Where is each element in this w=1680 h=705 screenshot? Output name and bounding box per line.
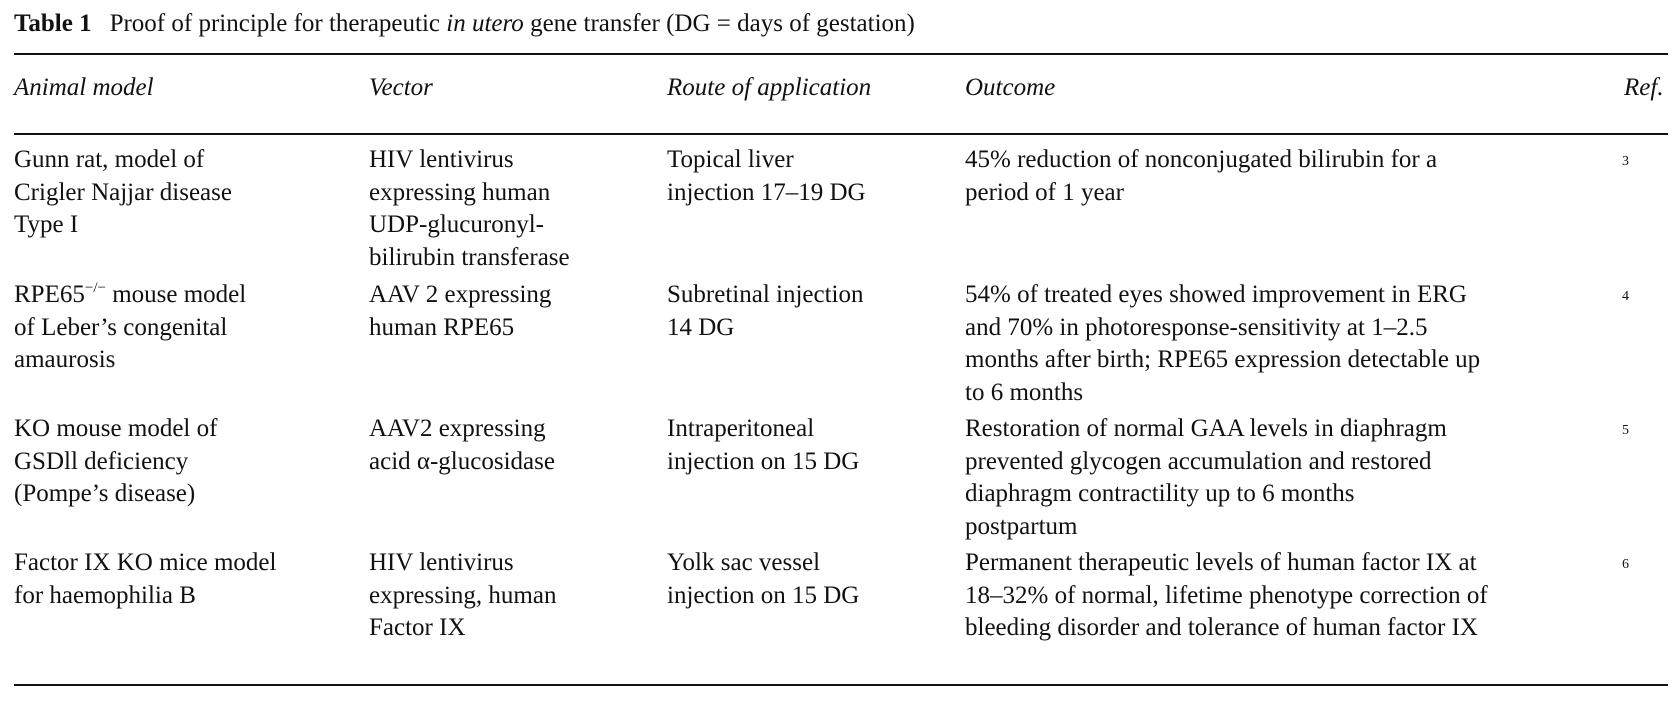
table-bottom-rule [14,684,1668,686]
column-header-route: Route of application [667,74,872,101]
cell-vector: HIV lentivirus expressing human UDP-gluc… [369,146,570,271]
column-header-vector: Vector [369,74,433,101]
cell-vector: AAV2 expressing acid α-glucosidase [369,415,555,475]
cell-animal-model: KO mouse model of GSDll deficiency (Pomp… [14,415,218,507]
table-label: Table 1 [14,10,92,37]
cell-outcome: Permanent therapeutic levels of human fa… [965,549,1488,641]
cell-route: Subretinal injection 14 DG [667,281,864,341]
cell-animal-model-suffix: mouse model of Leber’s congenital amauro… [14,281,247,373]
cell-route: Intraperitoneal injection on 15 DG [667,415,860,475]
cell-outcome: 54% of treated eyes showed improvement i… [965,281,1481,406]
cell-animal-model-superscript: −/− [84,280,106,296]
cell-vector: AAV 2 expressing human RPE65 [369,281,552,341]
cell-route: Yolk sac vessel injection on 15 DG [667,549,860,609]
cell-vector: HIV lentivirus expressing, human Factor … [369,549,557,641]
cell-outcome: Restoration of normal GAA levels in diap… [965,415,1447,540]
table-caption: Table 1 Proof of principle for therapeuti… [14,10,915,38]
cell-route: Topical liver injection 17–19 DG [667,146,866,206]
cell-animal-model: Factor IX KO mice model for haemophilia … [14,549,277,609]
cell-animal-model: RPE65−/− mouse model of Leber’s congenit… [14,279,359,377]
cell-animal-model-prefix: RPE65 [14,281,85,308]
cell-ref: 6 [1622,557,1629,572]
table-header-rule [14,133,1668,135]
cell-ref: 3 [1622,154,1629,169]
table-top-rule [14,53,1668,55]
column-header-outcome: Outcome [965,74,1056,101]
cell-animal-model: Gunn rat, model of Crigler Najjar diseas… [14,146,232,238]
column-header-ref: Ref. [1624,74,1664,101]
caption-text-after: gene transfer (DG = days of gestation) [523,10,915,37]
cell-outcome: 45% reduction of nonconjugated bilirubin… [965,146,1438,206]
cell-ref: 5 [1622,423,1629,438]
caption-text-italic: in utero [446,10,524,37]
caption-text-before: Proof of principle for therapeutic [109,10,447,37]
column-header-animal-model: Animal model [14,74,154,101]
cell-ref: 4 [1622,289,1629,304]
